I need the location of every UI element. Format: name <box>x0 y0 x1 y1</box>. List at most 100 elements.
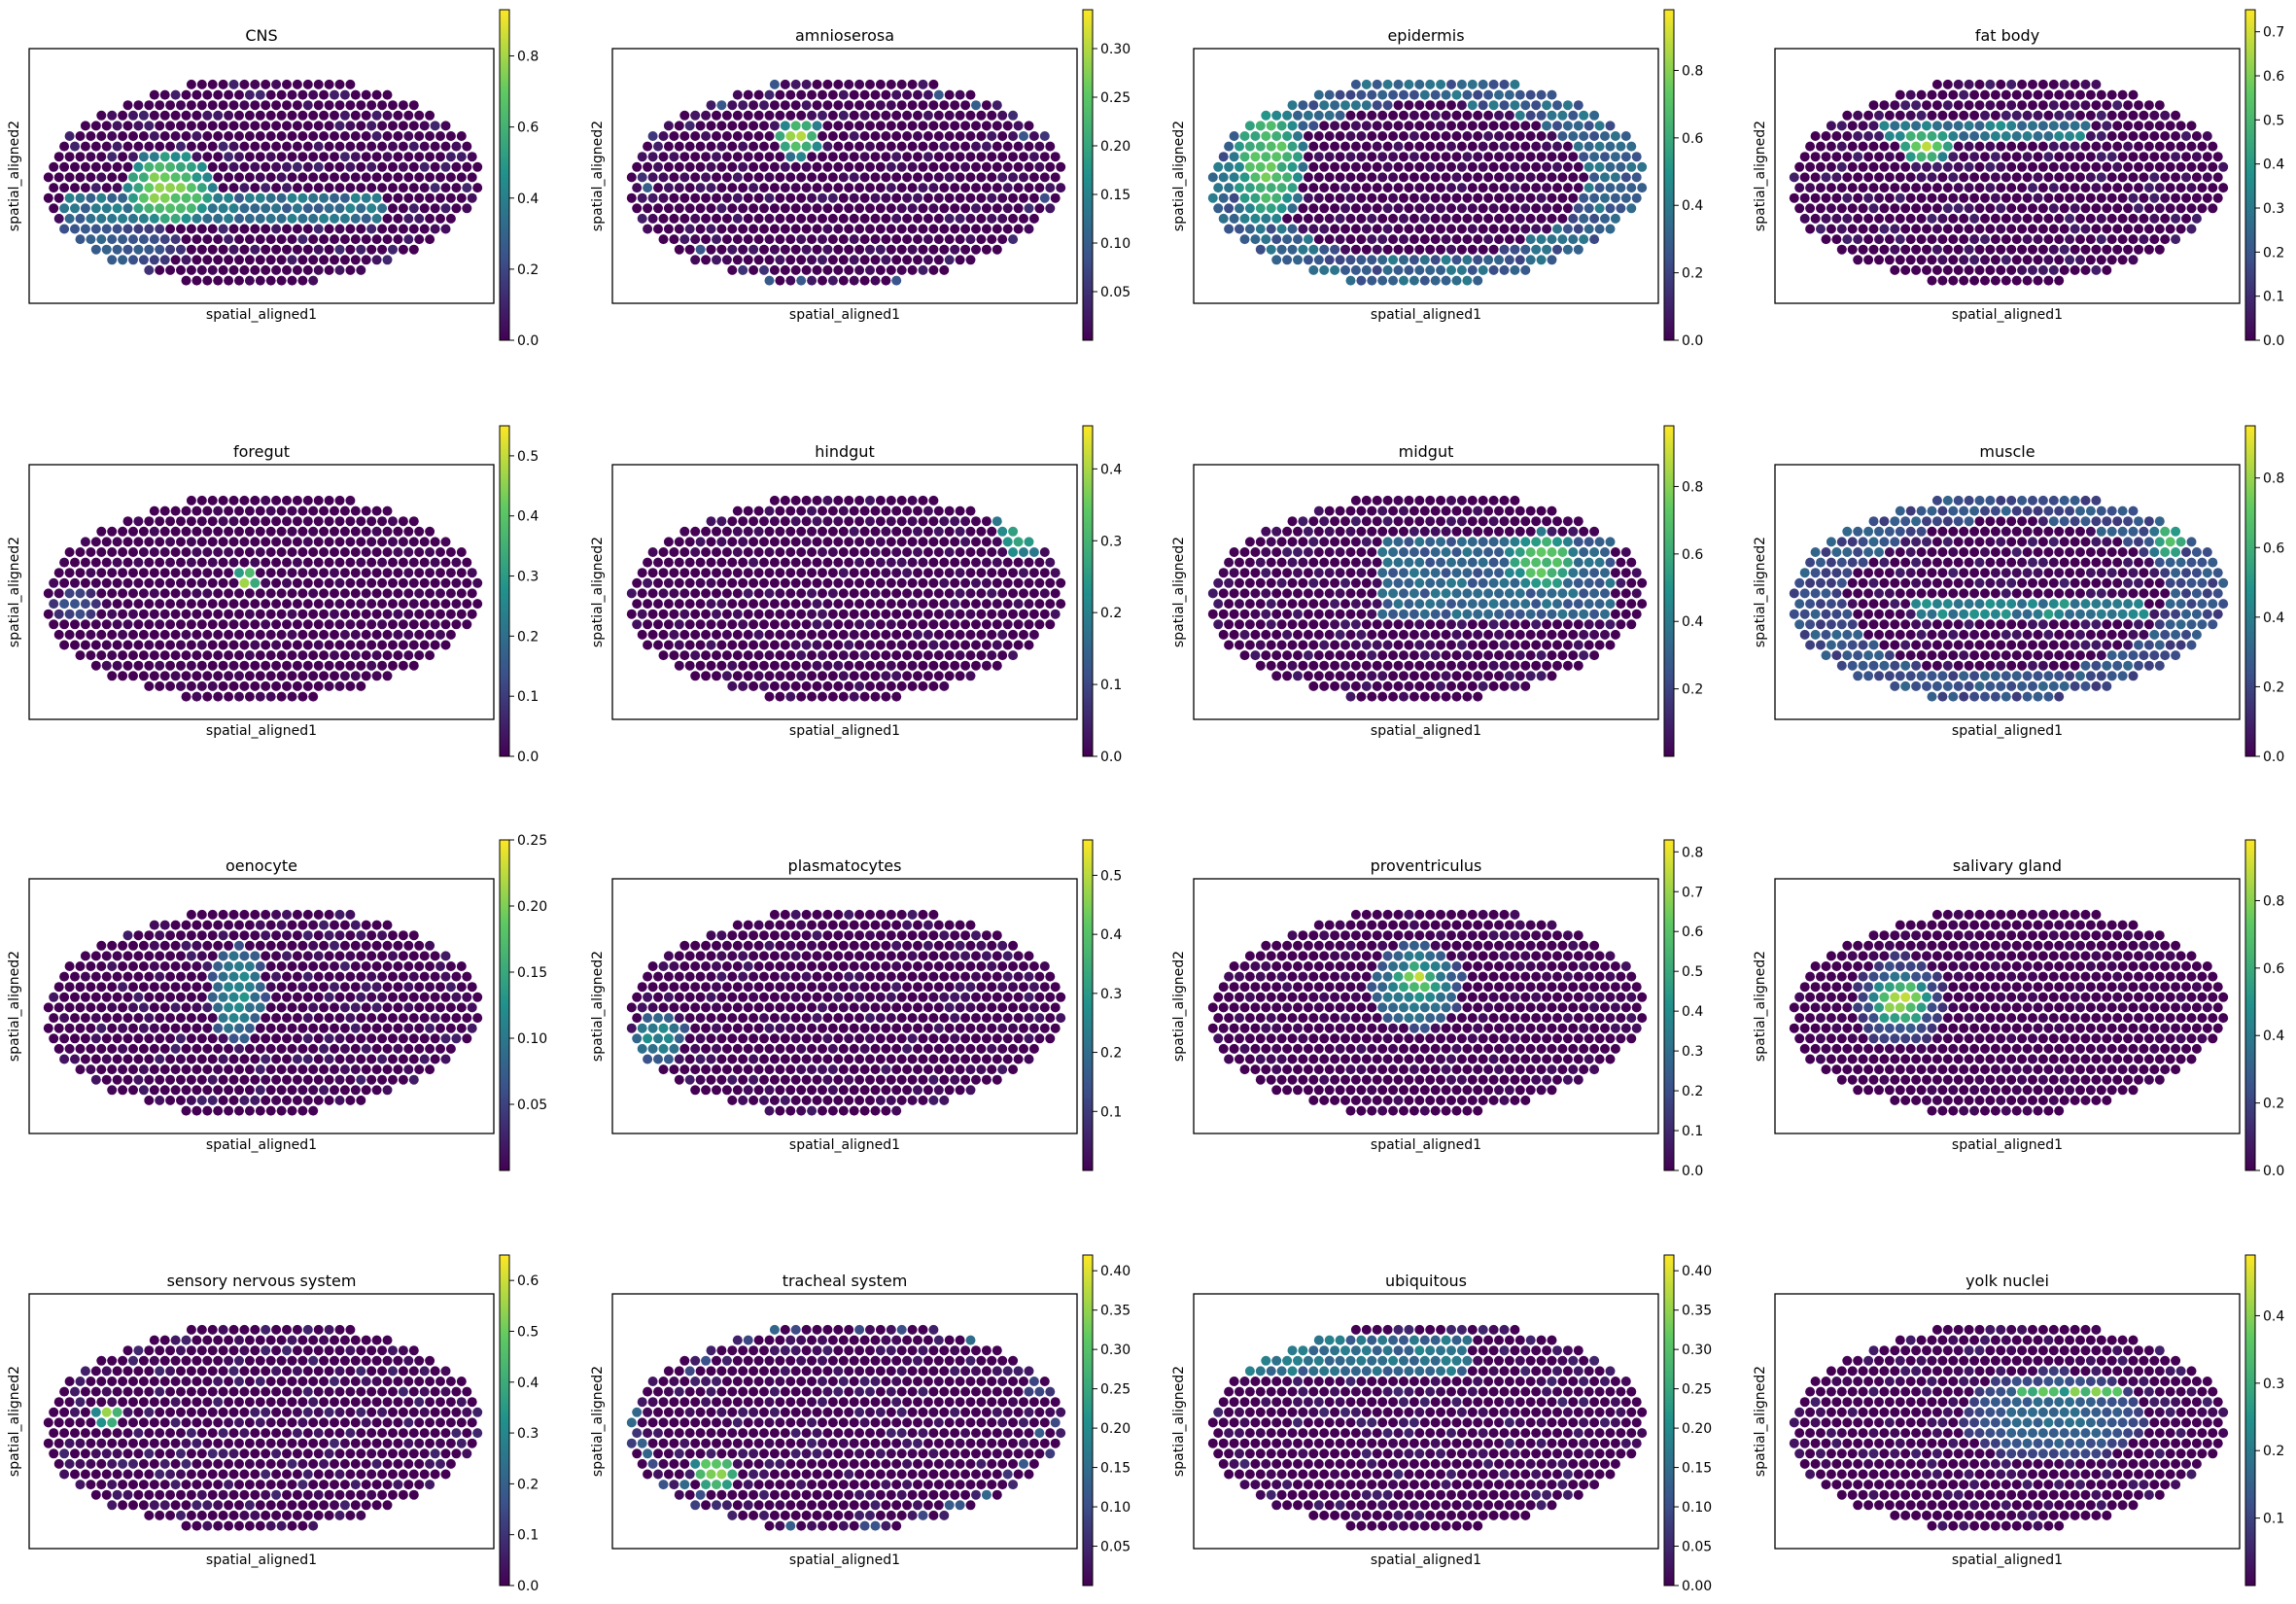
data-point <box>1789 172 1799 183</box>
data-point <box>112 660 122 671</box>
data-point <box>271 244 282 255</box>
data-point <box>1239 588 1250 599</box>
data-point <box>1287 660 1298 671</box>
data-point <box>1969 506 1980 516</box>
data-point <box>1462 192 1473 203</box>
data-point <box>1514 526 1525 537</box>
data-point <box>1008 172 1019 183</box>
data-point <box>1039 547 1050 557</box>
data-point <box>1610 152 1620 162</box>
data-point <box>669 588 679 599</box>
data-point <box>1974 495 1985 506</box>
data-point <box>64 547 75 557</box>
data-point <box>191 629 202 640</box>
data-point <box>53 588 64 599</box>
data-point <box>1836 183 1847 193</box>
data-point <box>1616 161 1626 172</box>
data-point <box>1235 141 1244 152</box>
data-point <box>75 650 86 661</box>
data-point <box>716 224 727 234</box>
data-point <box>90 224 101 234</box>
data-point <box>1927 568 1937 578</box>
data-point <box>1863 547 1874 557</box>
data-point <box>1308 264 1319 275</box>
data-point <box>844 599 854 610</box>
data-point <box>1937 526 1948 537</box>
data-point <box>1858 537 1868 547</box>
data-point <box>1239 547 1250 557</box>
data-point <box>445 192 456 203</box>
data-point <box>70 224 80 234</box>
data-point <box>838 89 849 100</box>
data-point <box>658 192 669 203</box>
x-axis-label: spatial_aligned1 <box>1371 307 1481 323</box>
data-point <box>1456 79 1467 89</box>
data-point <box>865 660 875 671</box>
x-axis-label: spatial_aligned1 <box>789 307 900 323</box>
data-point <box>1388 89 1399 100</box>
data-point <box>244 650 255 661</box>
data-point <box>345 516 356 527</box>
data-point <box>743 131 753 141</box>
data-point <box>801 121 812 131</box>
data-point <box>1525 609 1536 619</box>
data-point <box>1271 609 1282 619</box>
data-point <box>149 89 159 100</box>
data-point <box>1382 244 1393 255</box>
data-point <box>748 203 759 214</box>
data-point <box>70 599 80 610</box>
data-point <box>695 537 706 547</box>
data-point <box>706 516 716 527</box>
data-point <box>239 264 250 275</box>
data-point <box>1019 588 1028 599</box>
data-point <box>1002 537 1013 547</box>
data-point <box>1218 172 1229 183</box>
data-point <box>1542 577 1552 588</box>
data-point <box>80 640 90 650</box>
data-point <box>748 577 759 588</box>
data-point <box>785 568 796 578</box>
data-point <box>2165 183 2175 193</box>
data-point <box>1483 506 1494 516</box>
data-point <box>356 537 366 547</box>
data-point <box>118 172 128 183</box>
data-point <box>213 192 224 203</box>
data-point <box>896 264 907 275</box>
data-point <box>319 152 330 162</box>
data-point <box>1573 599 1583 610</box>
data-point <box>1261 172 1271 183</box>
data-point <box>1805 141 1816 152</box>
data-point <box>234 192 244 203</box>
data-point <box>1239 192 1250 203</box>
data-point <box>1361 121 1372 131</box>
data-point <box>2160 110 2171 121</box>
data-point <box>1399 152 1409 162</box>
data-point <box>1340 161 1350 172</box>
data-point <box>1436 619 1446 630</box>
data-point <box>663 183 674 193</box>
data-point <box>658 131 669 141</box>
data-point <box>1473 568 1483 578</box>
data-point <box>308 547 319 557</box>
data-point <box>1298 640 1308 650</box>
data-point <box>812 121 822 131</box>
data-point <box>1937 568 1948 578</box>
data-point <box>1266 224 1276 234</box>
data-point <box>302 557 313 568</box>
data-point <box>950 640 960 650</box>
data-point <box>1931 537 1942 547</box>
data-point <box>2175 557 2186 568</box>
data-point <box>350 629 361 640</box>
data-point <box>1816 141 1826 152</box>
data-point <box>1547 609 1557 619</box>
data-point <box>859 172 870 183</box>
data-point <box>1916 110 1927 121</box>
data-point <box>997 213 1008 224</box>
data-point <box>913 629 922 640</box>
data-point <box>1483 255 1494 265</box>
data-point <box>790 141 801 152</box>
data-point <box>822 244 833 255</box>
data-point <box>1330 660 1340 671</box>
data-point <box>1425 660 1436 671</box>
data-point <box>334 557 345 568</box>
